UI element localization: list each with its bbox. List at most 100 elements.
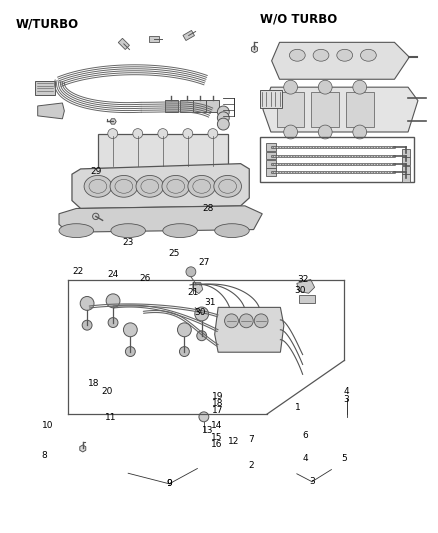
Polygon shape xyxy=(118,38,130,50)
Circle shape xyxy=(225,314,238,328)
Bar xyxy=(402,149,410,157)
Polygon shape xyxy=(38,103,64,119)
Text: 22: 22 xyxy=(73,267,84,276)
Text: 3: 3 xyxy=(344,395,350,404)
Bar xyxy=(266,168,276,176)
Circle shape xyxy=(240,314,253,328)
Circle shape xyxy=(217,106,229,118)
Circle shape xyxy=(125,346,135,357)
Bar xyxy=(260,138,413,182)
Ellipse shape xyxy=(188,175,215,197)
Circle shape xyxy=(186,267,196,277)
Ellipse shape xyxy=(84,175,112,197)
Bar xyxy=(266,143,276,151)
Bar xyxy=(402,174,410,182)
Polygon shape xyxy=(80,445,86,452)
Ellipse shape xyxy=(59,224,94,238)
Text: 24: 24 xyxy=(107,270,119,279)
Text: 3: 3 xyxy=(309,477,315,486)
Circle shape xyxy=(318,125,332,139)
Polygon shape xyxy=(149,36,159,42)
Ellipse shape xyxy=(215,224,249,238)
Polygon shape xyxy=(215,308,284,352)
Bar xyxy=(205,100,219,111)
Polygon shape xyxy=(251,46,258,53)
Text: 6: 6 xyxy=(303,431,308,440)
Circle shape xyxy=(318,80,332,94)
Ellipse shape xyxy=(162,175,190,197)
Text: 20: 20 xyxy=(101,387,112,396)
Bar xyxy=(266,151,276,159)
Polygon shape xyxy=(183,30,194,41)
Ellipse shape xyxy=(337,50,353,61)
Text: 18: 18 xyxy=(212,399,224,408)
Circle shape xyxy=(195,307,208,321)
Circle shape xyxy=(124,323,137,337)
Bar xyxy=(266,160,276,168)
Text: 25: 25 xyxy=(168,249,179,258)
Text: 9: 9 xyxy=(166,479,172,488)
Circle shape xyxy=(183,128,193,139)
Circle shape xyxy=(92,213,99,220)
Circle shape xyxy=(199,412,209,422)
Text: 11: 11 xyxy=(105,414,117,422)
Bar xyxy=(98,134,228,168)
Text: 29: 29 xyxy=(90,167,102,176)
Text: 18: 18 xyxy=(88,379,99,388)
Text: 30: 30 xyxy=(194,309,205,318)
Text: 4: 4 xyxy=(344,387,350,396)
Text: 4: 4 xyxy=(303,454,308,463)
Polygon shape xyxy=(297,279,314,293)
Ellipse shape xyxy=(360,50,376,61)
Polygon shape xyxy=(263,87,418,132)
Text: 13: 13 xyxy=(202,425,214,434)
Polygon shape xyxy=(272,42,409,79)
Polygon shape xyxy=(59,206,262,232)
Text: 7: 7 xyxy=(248,435,254,444)
Bar xyxy=(277,92,304,127)
Text: 28: 28 xyxy=(202,204,214,213)
Ellipse shape xyxy=(110,175,138,197)
Bar xyxy=(260,90,282,108)
Circle shape xyxy=(254,314,268,328)
Text: 31: 31 xyxy=(205,298,216,307)
Bar xyxy=(311,92,339,127)
Text: 14: 14 xyxy=(211,421,223,430)
Circle shape xyxy=(197,331,207,341)
Text: 8: 8 xyxy=(41,451,47,460)
Bar xyxy=(35,80,55,95)
Text: 17: 17 xyxy=(212,406,224,415)
Text: 27: 27 xyxy=(198,258,209,267)
Text: 16: 16 xyxy=(211,440,223,449)
Text: 10: 10 xyxy=(42,421,54,430)
Ellipse shape xyxy=(214,175,241,197)
Circle shape xyxy=(133,128,143,139)
Ellipse shape xyxy=(290,50,305,61)
Text: 19: 19 xyxy=(212,392,224,401)
Bar xyxy=(193,100,206,111)
Circle shape xyxy=(284,80,297,94)
Circle shape xyxy=(284,125,297,139)
Text: 2: 2 xyxy=(249,462,254,471)
Text: W/O TURBO: W/O TURBO xyxy=(260,12,337,25)
Text: 23: 23 xyxy=(123,238,134,247)
Ellipse shape xyxy=(313,50,329,61)
Text: 5: 5 xyxy=(342,454,347,463)
Ellipse shape xyxy=(111,224,145,238)
Bar xyxy=(402,157,410,165)
Circle shape xyxy=(217,118,229,130)
Ellipse shape xyxy=(163,224,198,238)
Polygon shape xyxy=(72,164,249,208)
Text: 1: 1 xyxy=(295,403,300,413)
Bar xyxy=(165,100,178,111)
Polygon shape xyxy=(193,282,203,294)
Circle shape xyxy=(353,80,367,94)
Text: 32: 32 xyxy=(298,274,309,284)
Circle shape xyxy=(80,296,94,310)
Bar xyxy=(180,100,194,111)
Bar xyxy=(402,166,410,174)
Text: 9: 9 xyxy=(166,479,172,488)
Bar xyxy=(346,92,374,127)
Text: 26: 26 xyxy=(140,273,151,282)
Circle shape xyxy=(208,128,218,139)
